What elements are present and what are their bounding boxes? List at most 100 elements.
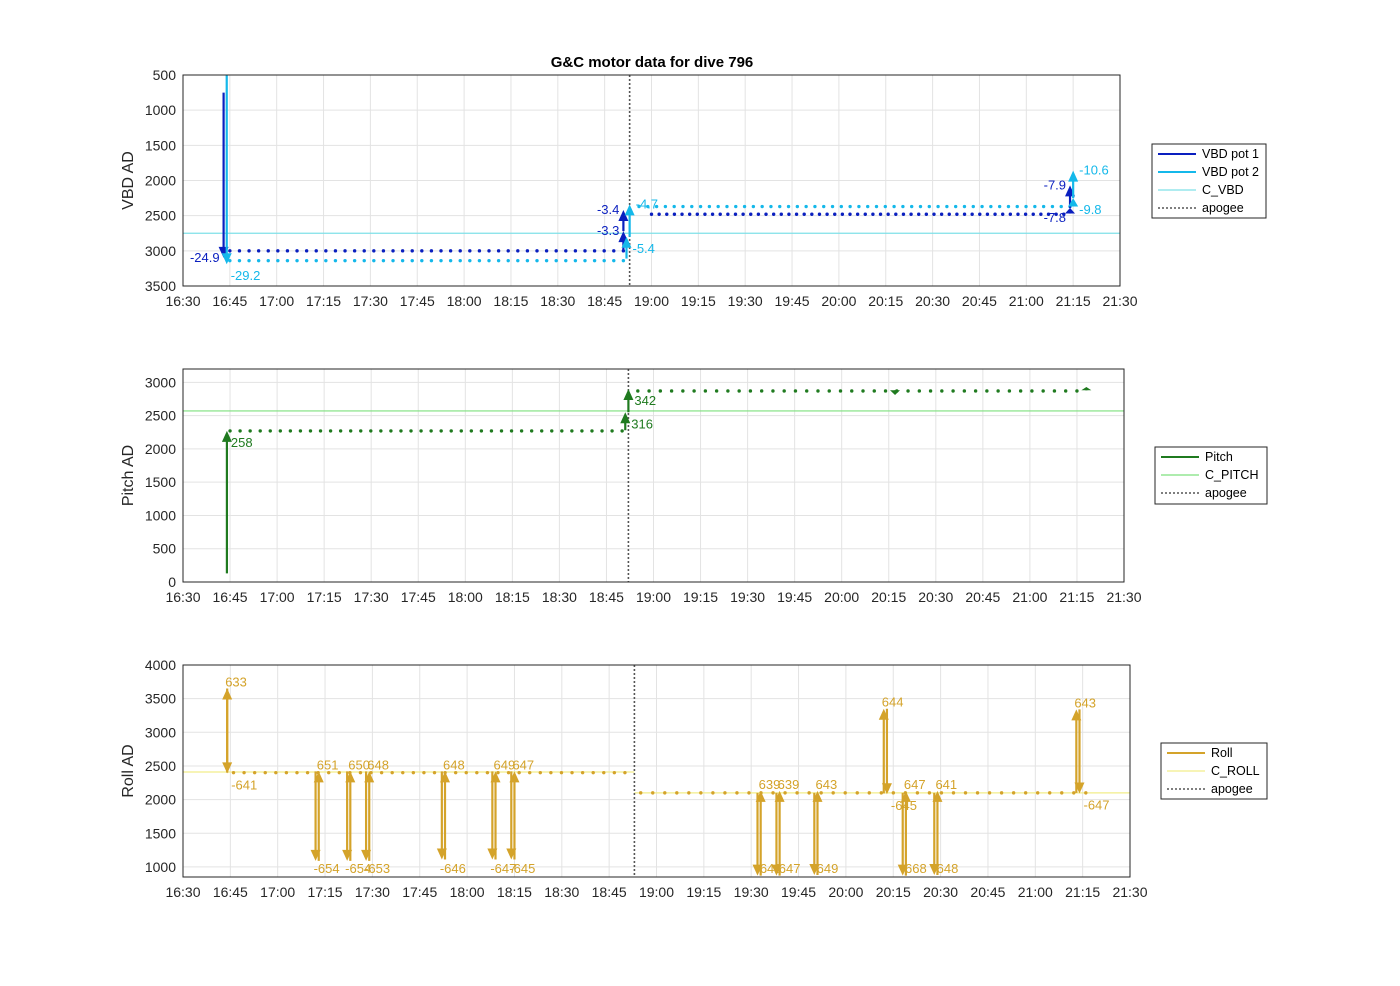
data-point (1031, 212, 1035, 216)
data-point (819, 791, 823, 795)
move-arrowhead (440, 771, 451, 783)
data-point (915, 791, 920, 795)
data-point (324, 249, 328, 253)
data-point (600, 429, 604, 433)
data-point (855, 212, 860, 216)
move-label: 639 (778, 777, 800, 792)
y-axis-label: Roll AD (120, 744, 137, 797)
data-point (247, 258, 251, 263)
data-point (861, 389, 865, 393)
move-label: 648 (367, 757, 389, 772)
data-point (970, 212, 974, 216)
data-point (590, 429, 594, 433)
data-point (525, 258, 530, 263)
data-point (787, 212, 791, 216)
data-point (580, 770, 585, 775)
data-point (741, 212, 745, 216)
data-point (951, 389, 955, 393)
x-tick-label: 18:45 (592, 884, 627, 900)
data-point (338, 429, 343, 433)
data-point (874, 204, 879, 209)
move-arrowhead (932, 790, 943, 802)
move-arrowhead (890, 390, 901, 395)
data-point (672, 212, 677, 216)
data-point (550, 429, 554, 433)
move-label: 342 (634, 393, 656, 408)
data-point (554, 258, 558, 263)
data-point (237, 249, 242, 253)
data-point (583, 258, 587, 263)
x-tick-label: 18:15 (497, 884, 532, 900)
data-point (698, 204, 703, 209)
move-label: -3.3 (597, 223, 619, 238)
data-point (485, 770, 490, 775)
x-tick-label: 17:30 (355, 884, 390, 900)
data-point (769, 204, 773, 209)
data-point (989, 204, 993, 209)
x-tick-label: 21:00 (1012, 589, 1047, 605)
data-point (680, 212, 684, 216)
x-tick-label: 19:15 (686, 884, 721, 900)
data-point (348, 429, 353, 433)
data-point (716, 204, 720, 209)
data-point (751, 204, 756, 209)
data-point (795, 791, 799, 795)
x-tick-label: 19:30 (734, 884, 769, 900)
data-point (883, 204, 888, 209)
data-point (1052, 389, 1057, 393)
x-tick-label: 19:45 (777, 589, 812, 605)
data-point (410, 258, 414, 263)
data-point (516, 258, 520, 263)
data-point (358, 770, 363, 775)
data-point (410, 249, 414, 253)
move-label: 649 (494, 757, 516, 772)
data-point (850, 389, 854, 393)
data-point (487, 258, 491, 263)
data-point (379, 429, 383, 433)
data-point (525, 249, 530, 253)
data-point (305, 770, 310, 775)
data-point (298, 429, 303, 433)
data-point (710, 212, 715, 216)
data-point (985, 212, 990, 216)
data-point (1050, 204, 1055, 209)
x-tick-label: 17:00 (260, 884, 295, 900)
data-point (866, 204, 870, 209)
data-point (901, 204, 905, 209)
data-point (308, 429, 313, 433)
y-tick-label: 4000 (145, 657, 176, 673)
x-tick-label: 18:30 (540, 293, 575, 309)
legend-entry: C_PITCH (1205, 468, 1258, 482)
move-label: -647 (490, 861, 516, 876)
move-arrowhead (624, 204, 635, 216)
data-point (509, 429, 514, 433)
data-point (917, 212, 921, 216)
move-arrowhead (221, 253, 232, 265)
data-point (1063, 389, 1068, 393)
x-tick-label: 18:00 (450, 884, 485, 900)
data-point (285, 258, 290, 263)
data-point (759, 389, 764, 393)
data-point (429, 249, 434, 253)
y-tick-label: 1500 (145, 825, 176, 841)
data-point (409, 429, 413, 433)
data-point (1024, 204, 1028, 209)
x-tick-label: 17:15 (306, 293, 341, 309)
y-tick-label: 3000 (145, 374, 176, 390)
data-point (637, 204, 641, 209)
move-label: -7.9 (1044, 177, 1066, 192)
data-point (1046, 212, 1051, 216)
data-point (928, 389, 933, 393)
move-arrowhead (1074, 782, 1085, 794)
data-point (528, 770, 532, 775)
data-point (963, 791, 968, 795)
data-point (459, 429, 463, 433)
data-point (620, 429, 624, 433)
move-label: 648 (443, 757, 465, 772)
data-point (1041, 389, 1045, 393)
data-point (651, 791, 655, 795)
data-point (333, 258, 338, 263)
x-tick-label: 20:30 (915, 293, 950, 309)
move-arrowhead (1081, 386, 1092, 391)
